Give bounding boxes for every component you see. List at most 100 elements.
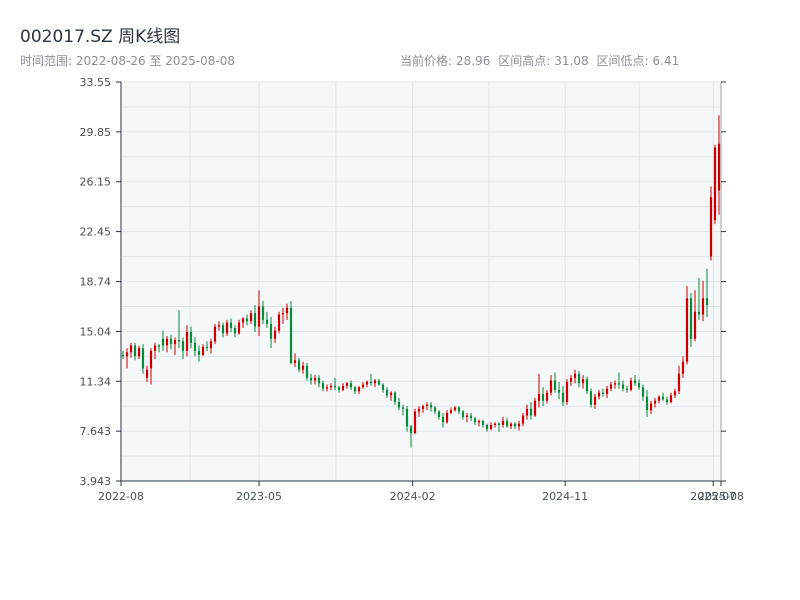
candle-body (513, 423, 517, 427)
candle-body (213, 326, 217, 342)
candle-body (357, 387, 361, 392)
candle-body (265, 319, 269, 324)
candle-body (537, 393, 541, 401)
candle-body (161, 338, 165, 346)
candle-body (685, 298, 689, 362)
candle-body (441, 416, 445, 423)
candle-body (233, 327, 237, 334)
candle-body (145, 369, 149, 378)
candle-body (181, 341, 185, 351)
candle-body (173, 340, 177, 345)
candle-body (601, 392, 605, 394)
candle-body (557, 389, 561, 393)
candles (121, 115, 721, 448)
candle-body (245, 318, 249, 322)
candle-body (593, 396, 597, 405)
candle-body (301, 365, 305, 370)
candle-body (261, 306, 265, 320)
candle-body (529, 408, 533, 416)
y-tick-label: 29.85 (80, 126, 112, 139)
candle-body (493, 423, 497, 425)
candle-body (629, 380, 633, 390)
candle-body (397, 402, 401, 408)
candle-body (421, 406, 425, 409)
candle-body (517, 423, 521, 427)
candle-body (365, 381, 369, 385)
candle-body (273, 330, 277, 339)
candle-body (345, 383, 349, 386)
candle-body (609, 384, 613, 389)
candle-body (293, 360, 297, 363)
candle-body (637, 383, 641, 388)
candle-body (129, 345, 133, 353)
candle-body (165, 338, 169, 346)
range-low-label: 区间低点: (596, 54, 649, 68)
candle-body (197, 350, 201, 355)
candle-body (381, 384, 385, 390)
candle-body (409, 426, 413, 434)
candle-body (569, 377, 573, 382)
candle-body (149, 350, 153, 369)
candle-body (237, 322, 241, 334)
x-tick-label: 2022-08 (98, 490, 144, 503)
x-tick-label: 2025-07 (690, 490, 736, 503)
price-stats: 当前价格: 28.96 区间高点: 31.08 区间低点: 6.41 (400, 52, 683, 69)
candle-body (605, 388, 609, 394)
candle-body (481, 420, 485, 425)
candle-body (673, 391, 677, 396)
candle-body (229, 322, 233, 328)
candle-body (465, 415, 469, 417)
candle-body (553, 380, 557, 390)
candle-body (189, 331, 193, 343)
candle-body (249, 313, 253, 322)
candle-body (445, 412, 449, 423)
candle-body (521, 415, 525, 424)
candle-body (449, 410, 453, 413)
candle-body (401, 407, 405, 409)
candle-body (137, 348, 141, 357)
y-tick-label: 3.943 (80, 475, 112, 488)
candle-body (281, 313, 285, 315)
candle-body (653, 400, 657, 404)
candle-body (209, 341, 213, 349)
candle-body (269, 323, 273, 339)
candle-body (477, 420, 481, 423)
candle-body (257, 306, 261, 327)
current-price-label: 当前价格: (400, 54, 453, 68)
x-tick-label: 2024-11 (542, 490, 588, 503)
candle-body (417, 408, 421, 412)
candle-body (121, 354, 125, 357)
candle-body (169, 338, 173, 345)
candle-body (505, 420, 509, 427)
candle-body (597, 392, 601, 397)
candle-body (309, 377, 313, 381)
y-tick-label: 11.34 (80, 375, 112, 388)
y-tick-label: 22.45 (80, 226, 112, 239)
candle-body (621, 384, 625, 389)
candle-body (717, 143, 721, 191)
range-start: 2022-08-26 (75, 54, 146, 68)
candle-body (661, 396, 665, 400)
candle-body (385, 389, 389, 396)
candle-body (581, 379, 585, 384)
candle-body (433, 407, 437, 412)
candle-body (437, 411, 441, 417)
candle-body (469, 415, 473, 419)
candle-body (617, 383, 621, 385)
candle-body (405, 408, 409, 427)
candle-body (225, 322, 229, 334)
candle-body (393, 392, 397, 403)
candle-body (285, 307, 289, 314)
candle-body (289, 307, 293, 363)
candle-body (497, 423, 501, 425)
candle-body (413, 411, 417, 434)
range-high-label: 区间高点: (498, 54, 551, 68)
candle-body (341, 385, 345, 390)
candle-body (669, 395, 673, 403)
candle-body (297, 360, 301, 370)
axes: 3.943 7.643 11.34 15.04 18.74 22.45 26.15 29.85… (80, 76, 744, 503)
range-end: 2025-08-08 (165, 54, 236, 68)
candle-body (425, 404, 429, 407)
time-range: 时间范围: 2022-08-26 至 2025-08-08 (20, 52, 235, 69)
